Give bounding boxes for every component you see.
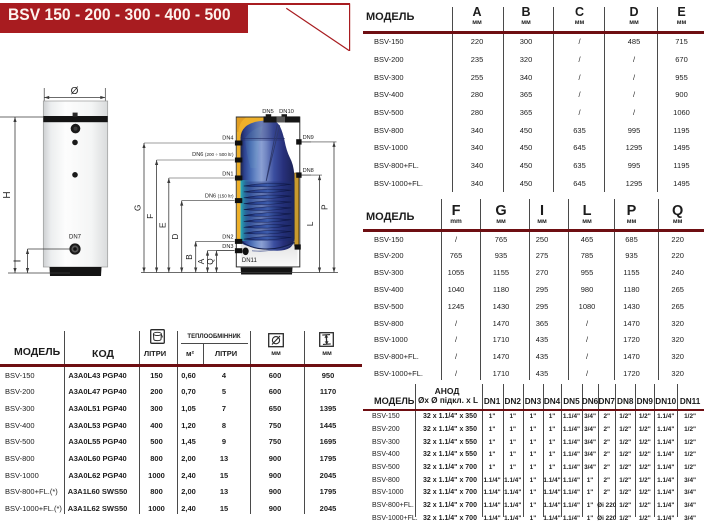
svg-text:G: G: [134, 205, 143, 211]
svg-text:DN1: DN1: [222, 171, 233, 177]
svg-text:DN9: DN9: [303, 135, 314, 141]
svg-text:DN11: DN11: [242, 258, 258, 264]
svg-text:DN7: DN7: [69, 235, 82, 241]
svg-text:DN6 (200 ÷ 500 ltr): DN6 (200 ÷ 500 ltr): [192, 152, 234, 158]
svg-text:B: B: [185, 254, 194, 260]
svg-text:I: I: [13, 260, 24, 263]
svg-text:A: A: [197, 258, 206, 264]
svg-text:D: D: [171, 234, 180, 240]
svg-text:DN4: DN4: [222, 136, 233, 142]
svg-text:F: F: [146, 214, 155, 219]
svg-text:E: E: [158, 222, 167, 228]
svg-text:DN8: DN8: [303, 168, 314, 174]
svg-text:DN10: DN10: [279, 109, 294, 115]
svg-text:Q: Q: [206, 258, 215, 264]
svg-text:L: L: [306, 221, 315, 226]
svg-text:DN3: DN3: [222, 244, 233, 250]
svg-text:H: H: [2, 191, 13, 198]
svg-text:Ø: Ø: [71, 86, 79, 97]
svg-text:DN2: DN2: [222, 235, 233, 241]
svg-text:DN6 (150 ltr): DN6 (150 ltr): [205, 194, 234, 200]
svg-text:DN5: DN5: [262, 109, 274, 115]
svg-text:P: P: [321, 204, 330, 210]
